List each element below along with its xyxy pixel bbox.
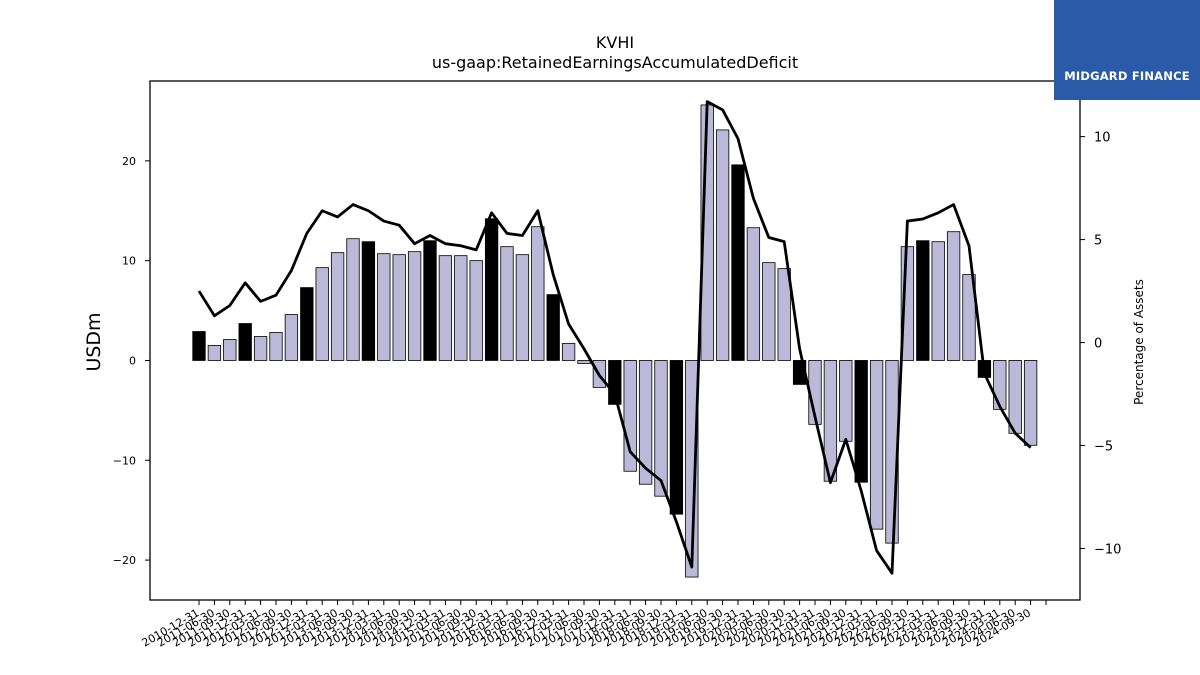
y2-tick-label: 0 bbox=[1094, 337, 1102, 352]
bar bbox=[839, 360, 853, 442]
bar bbox=[454, 255, 468, 361]
bar bbox=[469, 260, 483, 361]
bar bbox=[854, 360, 868, 483]
line-series bbox=[197, 100, 1032, 575]
bar bbox=[531, 226, 545, 361]
bar bbox=[1023, 360, 1038, 446]
bar bbox=[1008, 360, 1022, 434]
y2-axis-label: Percentage of Assets bbox=[1132, 279, 1146, 405]
bar bbox=[484, 218, 499, 361]
bar bbox=[577, 360, 591, 364]
bar bbox=[192, 331, 206, 361]
bar bbox=[993, 360, 1007, 410]
bar bbox=[423, 240, 437, 361]
bar bbox=[515, 254, 530, 361]
bar bbox=[269, 332, 283, 361]
bar bbox=[346, 238, 360, 361]
y-tick-label: −10 bbox=[113, 454, 136, 467]
logo-text: MIDGARD FINANCE bbox=[1064, 69, 1190, 83]
bar bbox=[669, 360, 684, 515]
bar bbox=[638, 360, 653, 485]
bar bbox=[869, 360, 884, 530]
bar bbox=[315, 267, 329, 361]
bar bbox=[561, 343, 576, 361]
bar bbox=[377, 253, 391, 361]
bar bbox=[608, 360, 622, 405]
logo: MIDGARD FINANCE bbox=[1054, 0, 1200, 100]
bar bbox=[715, 129, 730, 361]
bar bbox=[207, 345, 222, 361]
bar bbox=[654, 360, 668, 497]
bars bbox=[192, 104, 1038, 578]
y-axis-label: USDm bbox=[83, 312, 105, 371]
bar bbox=[223, 339, 237, 361]
bar bbox=[746, 227, 761, 361]
bar bbox=[330, 252, 345, 361]
y2-tick-label: 5 bbox=[1094, 234, 1102, 249]
bar bbox=[300, 287, 314, 361]
line-path bbox=[197, 100, 1032, 575]
bar bbox=[762, 262, 776, 361]
y-tick-label: 0 bbox=[129, 354, 136, 367]
bar bbox=[916, 240, 930, 361]
y2-tick-label: −5 bbox=[1094, 440, 1113, 455]
bar bbox=[284, 314, 299, 361]
bar bbox=[392, 254, 406, 361]
bar bbox=[946, 231, 961, 361]
bar bbox=[253, 336, 268, 361]
bar bbox=[731, 164, 745, 361]
bar bbox=[361, 241, 376, 361]
y-tick-label: 10 bbox=[122, 255, 136, 268]
bar bbox=[238, 323, 252, 361]
y2-tick-label: −10 bbox=[1094, 543, 1121, 558]
bar bbox=[438, 255, 453, 361]
y-tick-label: −20 bbox=[113, 554, 136, 567]
logo-mark-icon bbox=[1054, 0, 1200, 100]
bar bbox=[777, 268, 791, 361]
bar bbox=[962, 274, 976, 361]
chart-title: KVHI bbox=[596, 33, 634, 52]
bar bbox=[685, 360, 699, 578]
bar bbox=[407, 251, 422, 361]
plot-frame bbox=[149, 80, 1081, 601]
chart-subtitle: us-gaap:RetainedEarningsAccumulatedDefic… bbox=[432, 53, 798, 72]
bar bbox=[546, 294, 560, 361]
y-tick-label: 20 bbox=[122, 155, 136, 168]
bar bbox=[931, 241, 945, 361]
y2-tick-label: 10 bbox=[1094, 131, 1111, 146]
bar bbox=[500, 246, 514, 361]
